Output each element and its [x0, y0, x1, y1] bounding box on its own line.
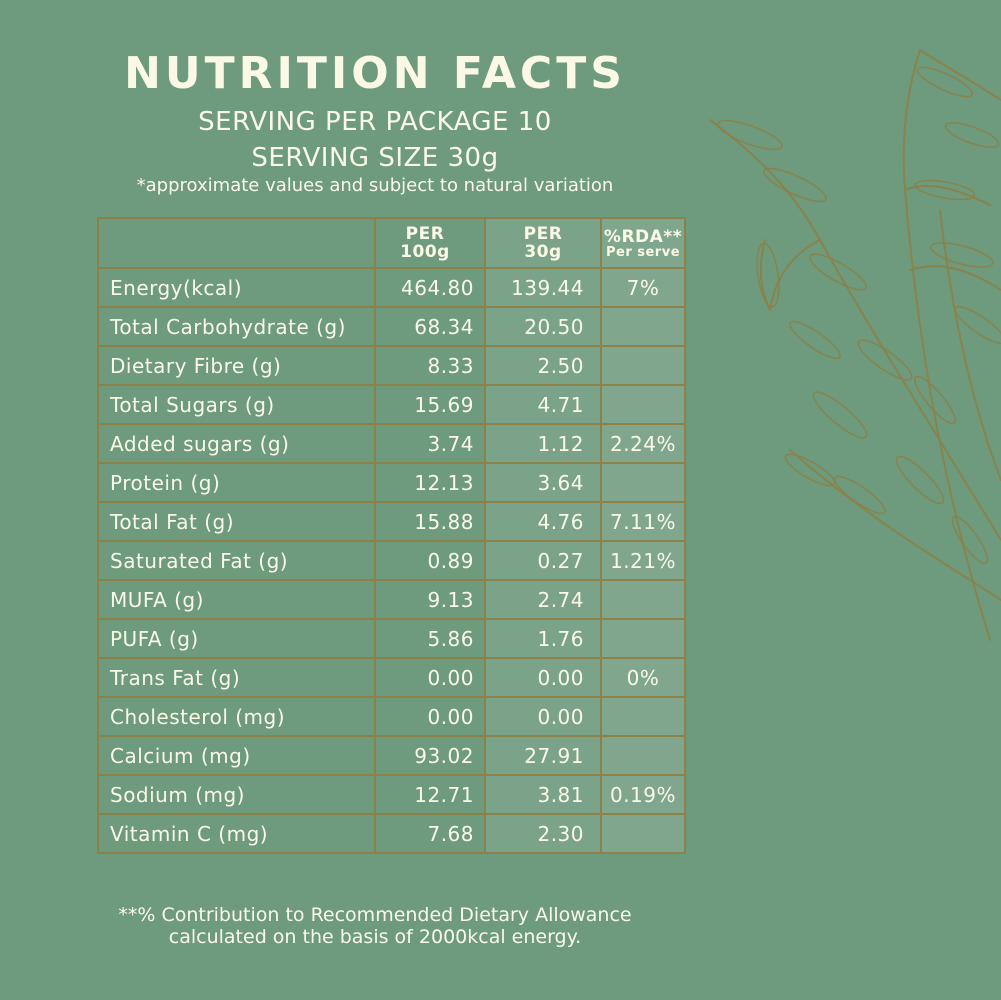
per-100g-value: 5.86 [374, 618, 486, 659]
per-30g-value: 20.50 [484, 306, 602, 347]
table-header-row: PER 100g PER 30g %RDA** Per serve [97, 217, 686, 269]
rda-value [600, 735, 686, 776]
nutrient-column-header [97, 217, 376, 269]
page-title: NUTRITION FACTS [124, 48, 626, 99]
per-100g-value: 7.68 [374, 813, 486, 854]
per-30g-value: 0.27 [484, 540, 602, 581]
nutrient-name: Trans Fat (g) [97, 657, 376, 698]
per-100g-value: 15.88 [374, 501, 486, 542]
per-100g-column-header: PER 100g [374, 217, 486, 269]
per-100g-value: 0.00 [374, 657, 486, 698]
nutrient-name: Total Fat (g) [97, 501, 376, 542]
table-row: Total Sugars (g) 15.69 4.71 [97, 384, 686, 425]
per-30g-column-header: PER 30g [484, 217, 602, 269]
per-30g-value: 2.74 [484, 579, 602, 620]
rda-value [600, 696, 686, 737]
rda-value: 1.21% [600, 540, 686, 581]
nutrient-name: Vitamin C (mg) [97, 813, 376, 854]
rda-value [600, 579, 686, 620]
rda-value: 0.19% [600, 774, 686, 815]
per-30g-value: 4.76 [484, 501, 602, 542]
table-row: Vitamin C (mg) 7.68 2.30 [97, 813, 686, 854]
rda-value [600, 345, 686, 386]
nutrition-table: PER 100g PER 30g %RDA** Per serve Energy… [97, 217, 686, 854]
per-30g-value: 2.30 [484, 813, 602, 854]
per-100g-value: 3.74 [374, 423, 486, 464]
per-100g-line1: PER [405, 224, 445, 244]
table-row: Added sugars (g) 3.74 1.12 2.24% [97, 423, 686, 464]
rda-value [600, 813, 686, 854]
table-row: Saturated Fat (g) 0.89 0.27 1.21% [97, 540, 686, 581]
rda-value [600, 618, 686, 659]
table-row: Dietary Fibre (g) 8.33 2.50 [97, 345, 686, 386]
table-row: MUFA (g) 9.13 2.74 [97, 579, 686, 620]
per-30g-value: 0.00 [484, 657, 602, 698]
per-100g-value: 0.89 [374, 540, 486, 581]
per-100g-value: 8.33 [374, 345, 486, 386]
rda-value: 0% [600, 657, 686, 698]
per-30g-value: 27.91 [484, 735, 602, 776]
rda-footnote: **% Contribution to Recommended Dietary … [0, 904, 750, 948]
nutrient-name: Total Carbohydrate (g) [97, 306, 376, 347]
nutrient-name: Cholesterol (mg) [97, 696, 376, 737]
table-row: Sodium (mg) 12.71 3.81 0.19% [97, 774, 686, 815]
table-row: PUFA (g) 5.86 1.76 [97, 618, 686, 659]
nutrient-name: Saturated Fat (g) [97, 540, 376, 581]
table-row: Protein (g) 12.13 3.64 [97, 462, 686, 503]
rda-value: 2.24% [600, 423, 686, 464]
nutrient-name: Dietary Fibre (g) [97, 345, 376, 386]
rda-value [600, 384, 686, 425]
servings-per-package: SERVING PER PACKAGE 10 [198, 107, 552, 137]
per-30g-line2: 30g [524, 242, 562, 262]
nutrient-name: Energy(kcal) [97, 267, 376, 308]
per-30g-value: 139.44 [484, 267, 602, 308]
serving-size: SERVING SIZE 30g [251, 143, 499, 173]
per-30g-line1: PER [523, 224, 563, 244]
per-100g-value: 0.00 [374, 696, 486, 737]
per-30g-value: 3.64 [484, 462, 602, 503]
footnote-line1: **% Contribution to Recommended Dietary … [118, 904, 632, 926]
table-row: Total Fat (g) 15.88 4.76 7.11% [97, 501, 686, 542]
nutrient-name: Sodium (mg) [97, 774, 376, 815]
per-100g-line2: 100g [400, 242, 450, 262]
per-30g-value: 2.50 [484, 345, 602, 386]
per-30g-value: 1.12 [484, 423, 602, 464]
rda-value [600, 462, 686, 503]
per-100g-value: 12.13 [374, 462, 486, 503]
footnote-line2: calculated on the basis of 2000kcal ener… [168, 926, 582, 948]
per-100g-value: 93.02 [374, 735, 486, 776]
rda-line2: Per serve [605, 244, 681, 260]
nutrient-name: Added sugars (g) [97, 423, 376, 464]
rda-value: 7% [600, 267, 686, 308]
nutrient-name: MUFA (g) [97, 579, 376, 620]
approximation-note: *approximate values and subject to natur… [136, 175, 614, 196]
nutrient-name: Total Sugars (g) [97, 384, 376, 425]
table-row: Energy(kcal) 464.80 139.44 7% [97, 267, 686, 308]
table-row: Cholesterol (mg) 0.00 0.00 [97, 696, 686, 737]
rda-value: 7.11% [600, 501, 686, 542]
rda-value [600, 306, 686, 347]
per-100g-value: 15.69 [374, 384, 486, 425]
rda-line1: %RDA** [603, 226, 683, 247]
per-100g-value: 68.34 [374, 306, 486, 347]
per-100g-value: 12.71 [374, 774, 486, 815]
table-row: Calcium (mg) 93.02 27.91 [97, 735, 686, 776]
table-row: Total Carbohydrate (g) 68.34 20.50 [97, 306, 686, 347]
per-30g-value: 3.81 [484, 774, 602, 815]
nutrient-name: Protein (g) [97, 462, 376, 503]
per-30g-value: 4.71 [484, 384, 602, 425]
per-100g-value: 9.13 [374, 579, 486, 620]
nutrient-name: PUFA (g) [97, 618, 376, 659]
rda-column-header: %RDA** Per serve [600, 217, 686, 269]
nutrient-name: Calcium (mg) [97, 735, 376, 776]
per-30g-value: 0.00 [484, 696, 602, 737]
table-row: Trans Fat (g) 0.00 0.00 0% [97, 657, 686, 698]
oat-stalks-icon [709, 49, 1001, 641]
per-100g-value: 464.80 [374, 267, 486, 308]
per-30g-value: 1.76 [484, 618, 602, 659]
